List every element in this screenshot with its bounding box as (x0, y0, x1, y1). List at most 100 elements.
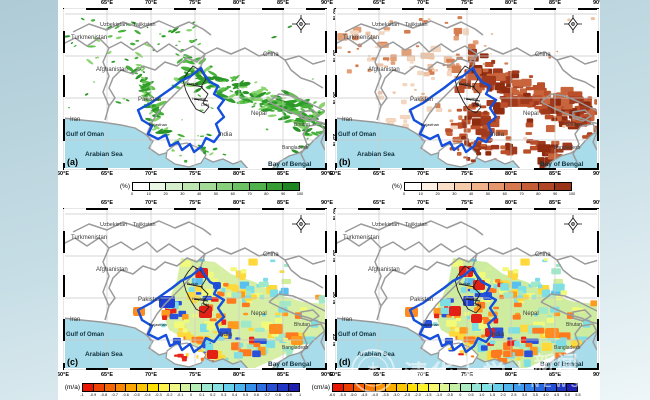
colorbar-segment (83, 384, 94, 391)
country-label: Pakistan (410, 97, 433, 103)
country-label: Bangladesh (282, 345, 309, 351)
colorbar-tick: 0.3 (221, 393, 227, 397)
colorbar-tick: 40 (469, 192, 474, 196)
country-label: Bhutan (294, 122, 310, 128)
colorbar-segment (234, 384, 246, 391)
lon-tick-top: 65°E (101, 200, 113, 206)
colorbar-tick: -0.5 (133, 393, 140, 397)
lon-tick-top: 85°E (277, 0, 289, 6)
lon-tick-bottom: 65°E (373, 372, 385, 378)
country-label: India (218, 131, 232, 138)
study-region-outline (136, 66, 226, 154)
colorbar-segment (471, 384, 483, 391)
water-label: Arabian Sea (85, 351, 123, 358)
panel-letter: (b) (339, 157, 351, 167)
state-label: Punjab (459, 282, 470, 286)
lon-tick-top: 75°E (189, 200, 201, 206)
country-label: Tajikistan (133, 222, 156, 228)
colorbar-tick: -4.0 (371, 393, 379, 397)
country-label: Turkmenistan (343, 235, 379, 241)
map-panel-c: Turkmenistan Uzbekistan Tajikistan Afghanis… (63, 208, 327, 370)
colorbar-segment (555, 183, 572, 190)
colorbar-segment (567, 384, 578, 391)
graticule (63, 8, 327, 170)
state-label: Haryana (192, 97, 206, 101)
colorbar-segment (505, 183, 522, 190)
state-borders-punjab-haryana-delhi (454, 265, 482, 314)
colorbar-tick: 80 (536, 192, 541, 196)
state-label: Delhi (201, 303, 209, 307)
colorbar-tick: 70 (247, 192, 252, 196)
colorbar-segment (199, 183, 217, 190)
colorbar-segment (183, 183, 200, 190)
colorbar-tick: 50 (485, 192, 491, 196)
country-label: Uzbekistan (100, 22, 127, 28)
panel-letter: (a) (67, 157, 78, 167)
colorbar-segment (104, 384, 116, 391)
colorbar-segment (482, 384, 493, 391)
compass-rose-icon (564, 215, 582, 233)
colorbar-tick: 0.5 (468, 393, 474, 397)
country-label: Nepal (251, 311, 267, 317)
colorbar-segment (191, 384, 203, 391)
colorbar-tick: -1.5 (424, 393, 432, 397)
country-label: Afghanistan (368, 67, 400, 73)
water-label: Gulf of Oman (66, 132, 104, 138)
country-label: Iran (70, 117, 80, 123)
colorbar-segment (233, 183, 250, 190)
colorbar-segment (267, 384, 279, 391)
lon-tick-bottom: 60°E (58, 171, 69, 177)
lon-tick-top: 65°E (373, 200, 385, 206)
state-label: Rajasthan (421, 322, 439, 327)
colorbar-tick: 1 (298, 393, 302, 397)
country-label: China (535, 252, 551, 258)
colorbar-segment (521, 183, 539, 190)
country-label: India (490, 131, 504, 138)
colorbar-tick: -6.0 (328, 393, 336, 397)
lon-tick-top: 90°E (593, 200, 600, 206)
lon-tick-top: 70°E (145, 0, 157, 6)
water-label: Bay of Bengal (268, 361, 312, 368)
colorbar-c (82, 383, 300, 392)
country-label: India (218, 331, 232, 338)
colorbar-segment (492, 384, 504, 391)
colorbar-segment (386, 384, 397, 391)
colorbar-segment (126, 384, 138, 391)
country-label: Uzbekistan (100, 222, 127, 228)
colorbar-segment (148, 384, 159, 391)
colorbar-segment (133, 183, 150, 190)
colorbar-tick: 0.2 (210, 393, 216, 397)
colorbar-segment (488, 183, 506, 190)
map-frame (335, 208, 599, 370)
colorbar-segment (180, 384, 192, 391)
colorbar-tick: -0.5 (446, 393, 453, 397)
colorbar-tick: 70 (519, 192, 524, 196)
colorbar-tick: -5.5 (339, 393, 346, 397)
graticule (63, 208, 327, 370)
lon-tick-top: 85°E (277, 200, 289, 206)
compass-rose-icon (292, 15, 310, 33)
country-label: Bhutan (294, 322, 310, 328)
colorbar-segment (115, 384, 127, 391)
lon-tick-top: 70°E (417, 200, 429, 206)
lon-tick-top: 75°E (461, 200, 473, 206)
lon-tick-top: 90°E (321, 200, 333, 206)
country-label: Nepal (523, 311, 539, 317)
colorbar-tick: 0 (189, 393, 193, 397)
colorbar-segment (524, 384, 536, 391)
colorbar-b (404, 182, 572, 191)
map-labels: Turkmenistan Uzbekistan Tajikistan Afghanis… (338, 22, 584, 168)
state-label: Rajasthan (149, 322, 167, 327)
colorbar-tick: 2.0 (500, 393, 506, 397)
colorbar-tick: 3.0 (521, 393, 528, 397)
lon-tick-top: 70°E (145, 200, 157, 206)
lon-tick-bottom: 80°E (505, 372, 517, 378)
compass-rose-icon (292, 215, 310, 233)
map-frame (335, 8, 599, 170)
colorbar-tick: 0.9 (286, 393, 292, 397)
colorbar-tick: -0.1 (176, 393, 184, 397)
colorbar-segment (556, 384, 568, 391)
colorbar-tick: 90 (281, 192, 286, 196)
country-label: Turkmenistan (343, 35, 379, 41)
lon-tick-bottom: 70°E (145, 171, 157, 177)
